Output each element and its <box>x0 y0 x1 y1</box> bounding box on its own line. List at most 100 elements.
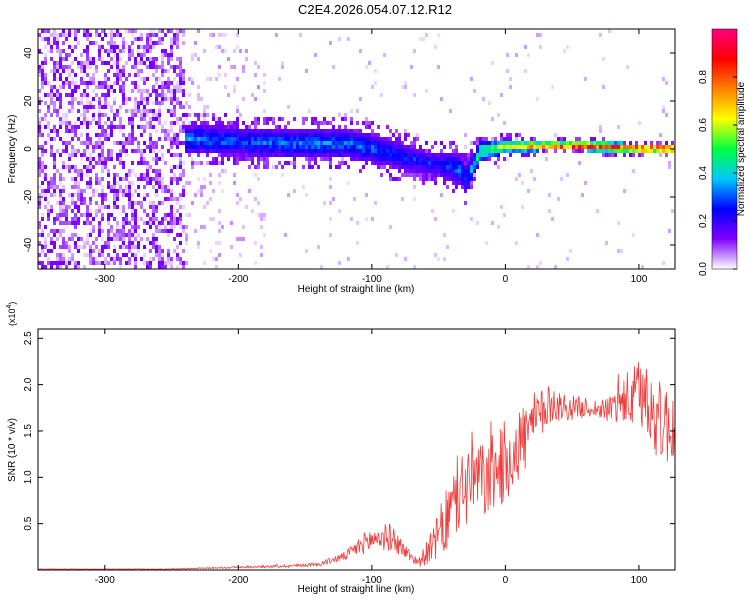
spectrogram-cell <box>53 61 56 65</box>
spectrogram-cell <box>455 145 458 149</box>
spectrogram-cell <box>104 261 107 265</box>
spectrogram-cell <box>146 121 149 125</box>
spectrogram-cell <box>506 53 509 57</box>
spectrogram-cell <box>56 69 59 73</box>
spectrogram-cell <box>422 165 425 169</box>
spectrogram-cell <box>272 165 275 169</box>
spectrogram-cell <box>224 125 227 129</box>
spectrogram-cell <box>86 93 89 97</box>
spectrogram-cell <box>395 165 398 169</box>
spectrogram-cell <box>293 189 296 193</box>
spectrogram-cell <box>422 149 425 153</box>
spectrogram-cell <box>296 145 299 149</box>
spectrogram-cell <box>53 105 56 109</box>
spectrogram-cell <box>173 93 176 97</box>
spectrogram-cell <box>167 57 170 61</box>
spectrogram-cell <box>44 197 47 201</box>
spectrogram-cell <box>455 169 458 173</box>
colorbar-tick-label: 0.0 <box>698 262 709 276</box>
spectrogram-cell <box>317 129 320 133</box>
spectrogram-cell <box>68 109 71 113</box>
spectrogram-cell <box>161 229 164 233</box>
spectrogram-cell <box>107 49 110 53</box>
spectrogram-cell <box>377 157 380 161</box>
spectrogram-cell <box>479 137 482 141</box>
spectrogram-cell <box>89 65 92 69</box>
spectrogram-cell <box>479 145 482 149</box>
spectrogram-cell <box>497 113 500 117</box>
spectrogram-cell <box>305 249 308 253</box>
spectrogram-cell <box>59 221 62 225</box>
spectrogram-cell <box>128 109 131 113</box>
spectrogram-cell <box>56 93 59 97</box>
spectrogram-cell <box>191 137 194 141</box>
spectrogram-cell <box>173 121 176 125</box>
spectrogram-cell <box>311 117 314 121</box>
spectrogram-cell <box>59 49 62 53</box>
spectrogram-cell <box>116 189 119 193</box>
spectrogram-cell <box>521 153 524 157</box>
spectrogram-cell <box>86 165 89 169</box>
spectrogram-cell <box>503 149 506 153</box>
spectrogram-cell <box>152 45 155 49</box>
spectrogram-cell <box>59 189 62 193</box>
spectrogram-cell <box>533 153 536 157</box>
spectrogram-cell <box>209 33 212 37</box>
spectrogram-cell <box>428 153 431 157</box>
spectrogram-cell <box>194 149 197 153</box>
spectrogram-cell <box>146 165 149 169</box>
spectrogram-cell <box>227 141 230 145</box>
spectrogram-cell <box>92 193 95 197</box>
spectrogram-cell <box>98 85 101 89</box>
spectrogram-cell <box>155 153 158 157</box>
spectrogram-cell <box>56 253 59 257</box>
spectrogram-cell <box>170 37 173 41</box>
spectrogram-cell <box>353 129 356 133</box>
spectrogram-cell <box>65 125 68 129</box>
spectrogram-cell <box>398 133 401 137</box>
spectrogram-cell <box>257 133 260 137</box>
spectrogram-cell <box>497 145 500 149</box>
spectrogram-cell <box>116 81 119 85</box>
spectrogram-cell <box>104 73 107 77</box>
spectrogram-cell <box>155 169 158 173</box>
spectrogram-cell <box>92 261 95 265</box>
spectrogram-cell <box>116 253 119 257</box>
spectrogram-cell <box>80 65 83 69</box>
spectrogram-cell <box>221 161 224 165</box>
spectrogram-cell <box>218 45 221 49</box>
spectrogram-cell <box>140 113 143 117</box>
spectrogram-cell <box>179 257 182 261</box>
spectrogram-cell <box>59 265 62 269</box>
spectrogram-cell <box>599 145 602 149</box>
spectrogram-cell <box>443 161 446 165</box>
spectrogram-cell <box>560 177 563 181</box>
spectrogram-cell <box>68 169 71 173</box>
spectrogram-cell <box>233 149 236 153</box>
spectrogram-cell <box>155 113 158 117</box>
spectrogram-cell <box>164 185 167 189</box>
spectrogram-cell <box>50 229 53 233</box>
spectrogram-cell <box>566 45 569 49</box>
spectrogram-cell <box>269 129 272 133</box>
spectrogram-cell <box>131 65 134 69</box>
spectrogram-cell <box>143 61 146 65</box>
spectrogram-cell <box>74 129 77 133</box>
spectrogram-cell <box>155 61 158 65</box>
spectrogram-cell <box>71 101 74 105</box>
spectrogram-cell <box>203 141 206 145</box>
spectrogram-cell <box>122 49 125 53</box>
spectrogram-cell <box>140 61 143 65</box>
spectrogram-cell <box>413 173 416 177</box>
spectrogram-cell <box>80 133 83 137</box>
spectrogram-cell <box>407 145 410 149</box>
spectrogram-cell <box>236 121 239 125</box>
spectrogram-cell <box>302 141 305 145</box>
spectrogram-cell <box>239 237 242 241</box>
y-tick-label: -20 <box>23 189 34 204</box>
spectrogram-cell <box>104 245 107 249</box>
spectrogram-cell <box>167 129 170 133</box>
spectrogram-cell <box>65 57 68 61</box>
spectrogram-cell <box>419 153 422 157</box>
spectrogram-cell <box>314 145 317 149</box>
